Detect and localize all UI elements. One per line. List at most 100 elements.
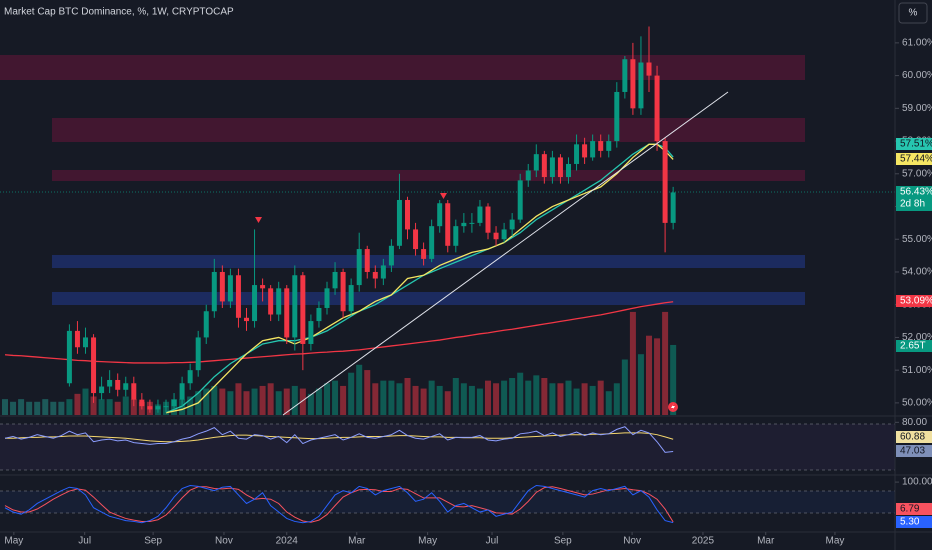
stoch-line	[4, 486, 674, 523]
candle-body	[284, 288, 290, 338]
x-tick-label: Nov	[215, 536, 233, 547]
volume-bar	[654, 338, 661, 415]
volume-bar	[219, 388, 226, 415]
volume-bar	[50, 401, 57, 415]
volume-bar	[348, 372, 355, 415]
price-badge	[896, 186, 932, 211]
volume-layer	[2, 311, 677, 415]
y-tick-label: 51.00%	[902, 365, 932, 376]
y-tick-label: 54.00%	[902, 267, 932, 278]
price-badge-label: 6.79	[900, 504, 920, 515]
candle-body	[364, 249, 370, 272]
volume-bar	[428, 380, 435, 415]
price-layer	[4, 26, 676, 414]
candle-body	[83, 337, 88, 348]
candle-body	[308, 321, 314, 344]
unit-label[interactable]: %	[909, 8, 918, 19]
price-badge-label: 2.65T	[900, 341, 926, 352]
x-tick-label: May	[4, 536, 23, 547]
volume-bar	[372, 383, 379, 415]
candle-body	[163, 406, 169, 408]
candle-body	[421, 249, 427, 259]
candle-body	[187, 370, 193, 384]
candle-body	[372, 271, 378, 279]
unit-button[interactable]	[898, 2, 928, 24]
candle-body	[453, 226, 459, 246]
price-badge-label: 57.44%	[900, 154, 932, 165]
volume-bar	[10, 401, 17, 415]
volume-bar	[589, 385, 596, 415]
price-badge-label: 5.30	[900, 517, 920, 528]
volume-bar	[541, 377, 548, 415]
volume-bar	[420, 388, 427, 415]
volume-bar	[581, 383, 588, 415]
volume-bar	[452, 377, 459, 415]
candle-body	[445, 203, 451, 246]
volume-bar	[122, 396, 129, 415]
resistance-zone	[52, 170, 805, 181]
volume-bar	[251, 388, 258, 415]
volume-bar	[74, 393, 81, 415]
volume-bar	[436, 385, 443, 415]
candle-body	[74, 330, 80, 348]
volume-bar	[90, 396, 97, 415]
candle-body	[549, 157, 555, 178]
candle-body	[155, 406, 161, 410]
candle-body	[195, 337, 201, 371]
volume-bar	[533, 375, 540, 415]
volume-bar	[340, 385, 347, 415]
volume-bar	[2, 399, 8, 415]
x-tick-label: May	[826, 536, 845, 547]
candle-body	[493, 232, 499, 240]
volume-bar	[662, 311, 669, 415]
rsi-layer	[4, 426, 674, 453]
volume-bar	[235, 383, 242, 415]
axis-layer: 61.00%60.00%59.00%58.00%57.00%56.00%55.0…	[4, 38, 932, 547]
volume-bar	[26, 401, 33, 415]
candle-body	[324, 288, 330, 308]
volume-bar	[621, 359, 628, 415]
volume-bar	[557, 383, 564, 415]
x-tick-label: Nov	[623, 536, 641, 547]
x-tick-label: 2024	[276, 536, 299, 547]
volume-bar	[509, 377, 516, 415]
candle-body	[614, 91, 620, 142]
candle-body	[252, 285, 258, 322]
candle-body	[348, 285, 354, 312]
volume-bar	[356, 364, 363, 415]
volume-bar	[227, 391, 234, 415]
candle-body	[557, 157, 563, 178]
candle-body	[203, 311, 209, 338]
volume-bar	[179, 399, 186, 415]
y-tick-label: 52.00%	[902, 332, 932, 343]
x-tick-label: May	[418, 536, 437, 547]
volume-bar	[114, 401, 121, 415]
candle-body	[590, 141, 596, 158]
volume-bar	[476, 388, 483, 415]
signal-marker	[440, 193, 447, 199]
candle-body	[533, 154, 539, 171]
volume-bar	[670, 344, 677, 415]
candle-body	[405, 199, 410, 230]
alert-icon-bolt	[671, 403, 675, 411]
candle-body	[131, 383, 137, 400]
candle-body	[340, 271, 346, 312]
price-badge-label: 56.43%	[900, 187, 932, 198]
y-tick-label: 57.00%	[902, 168, 932, 179]
candle-body	[171, 399, 177, 407]
price-badge	[896, 153, 932, 165]
candle-body	[396, 199, 402, 246]
price-badge	[896, 503, 932, 515]
x-tick-label: Jul	[486, 536, 499, 547]
candle-body	[219, 271, 225, 302]
volume-bar	[517, 372, 524, 415]
volume-bar	[98, 399, 105, 415]
price-badge	[896, 431, 932, 443]
volume-bar	[34, 401, 41, 415]
candle-body	[276, 288, 282, 315]
volume-bar	[130, 399, 137, 415]
candle-body	[227, 275, 233, 302]
candle-body	[147, 406, 153, 410]
volume-bar	[18, 399, 25, 415]
